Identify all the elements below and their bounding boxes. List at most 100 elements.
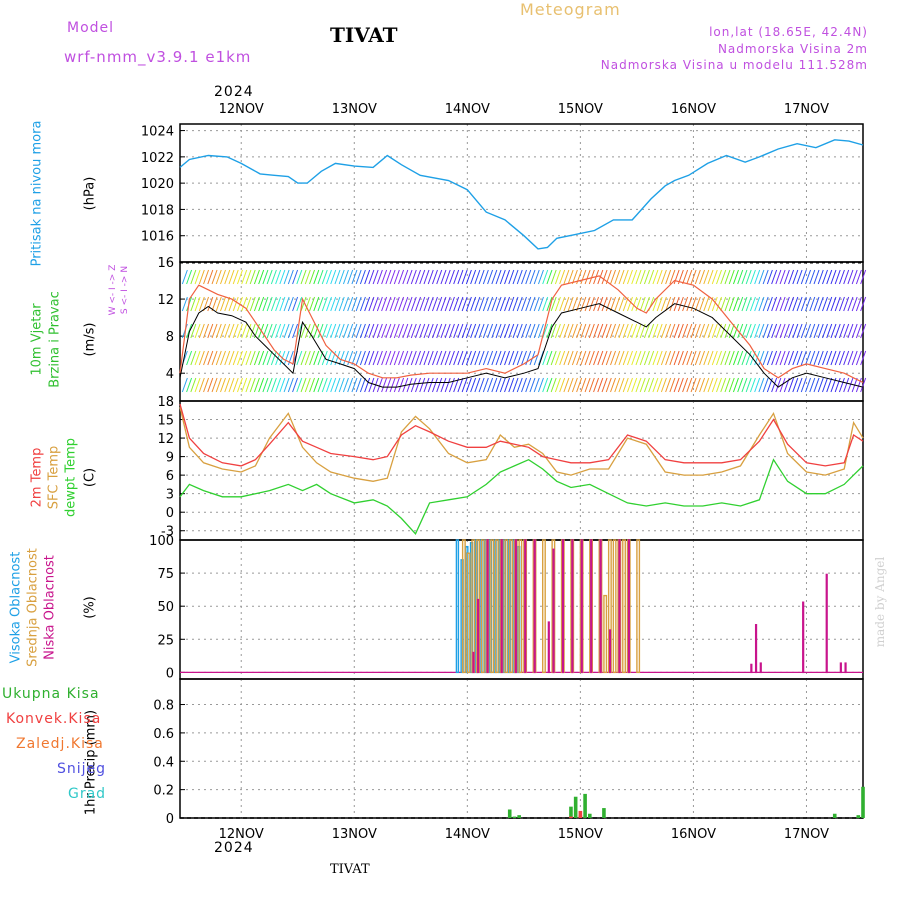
wind-barb bbox=[372, 323, 379, 339]
wind-barb bbox=[741, 377, 748, 393]
wind-barb bbox=[605, 350, 612, 366]
wind-barb bbox=[542, 350, 549, 366]
low-cloud-bar bbox=[524, 539, 527, 674]
wind-barb bbox=[652, 269, 659, 285]
wind-barb bbox=[461, 350, 468, 366]
wind-barb bbox=[491, 269, 498, 285]
wind-barb bbox=[855, 296, 862, 312]
wind-barb bbox=[537, 323, 544, 339]
wind-barb bbox=[800, 296, 807, 312]
wind-barb bbox=[682, 350, 689, 366]
wind-barb bbox=[669, 377, 676, 393]
wind-barb bbox=[478, 296, 485, 312]
wind-barb bbox=[215, 350, 222, 366]
wind-barb bbox=[788, 377, 795, 393]
wind-barb bbox=[364, 377, 371, 393]
wind-barb bbox=[389, 377, 396, 393]
wind-barb bbox=[487, 323, 494, 339]
low-cloud-bar bbox=[599, 539, 602, 674]
wind-barb bbox=[618, 323, 625, 339]
wind-barb bbox=[283, 350, 290, 366]
wind-barb bbox=[474, 350, 481, 366]
wind-barb bbox=[215, 296, 222, 312]
wind-barb bbox=[211, 323, 218, 339]
wind-barb bbox=[516, 350, 523, 366]
wind-barb bbox=[817, 269, 824, 285]
wind-barb bbox=[495, 269, 502, 285]
wind-barb bbox=[796, 377, 803, 393]
wind-barb bbox=[792, 377, 799, 393]
wind-barb bbox=[351, 377, 358, 393]
low-cloud-bar bbox=[561, 539, 565, 674]
wind-barb bbox=[304, 323, 311, 339]
wind-barb bbox=[249, 350, 256, 366]
wind-barb bbox=[224, 377, 231, 393]
wind-barb bbox=[631, 269, 638, 285]
wind-barb bbox=[703, 350, 710, 366]
wind-barb bbox=[368, 323, 375, 339]
wind-barb bbox=[843, 350, 850, 366]
wind-barb bbox=[415, 350, 421, 366]
wind-barb bbox=[690, 323, 697, 339]
wind-barb bbox=[220, 296, 226, 312]
wind-barb bbox=[597, 350, 604, 366]
wind-barb bbox=[665, 296, 672, 312]
mid-cloud-bar bbox=[518, 539, 523, 674]
wind-barb bbox=[355, 350, 362, 366]
low-cloud-bar bbox=[547, 621, 550, 674]
wind-barb bbox=[249, 377, 256, 393]
sfc-temp-line bbox=[179, 407, 864, 482]
wind-barb bbox=[521, 350, 527, 366]
wind-barb bbox=[563, 269, 570, 285]
wind-barb bbox=[593, 350, 600, 366]
wind-barb bbox=[279, 323, 286, 339]
wind-barb bbox=[843, 269, 850, 285]
wind-barb bbox=[470, 350, 477, 366]
wind-barb bbox=[682, 269, 689, 285]
wind-barb bbox=[228, 269, 235, 285]
wind-barb bbox=[495, 350, 502, 366]
wind-barb bbox=[444, 323, 451, 339]
wind-gust-line bbox=[179, 275, 864, 384]
wind-barb bbox=[241, 269, 248, 285]
wind-barb bbox=[711, 296, 718, 312]
wind-barb bbox=[822, 377, 828, 393]
wind-barb bbox=[423, 296, 430, 312]
wind-barb bbox=[283, 377, 290, 393]
low-cloud-bar bbox=[500, 539, 503, 674]
wind-barb bbox=[461, 296, 468, 312]
wind-barb bbox=[402, 269, 409, 285]
wind-barb bbox=[508, 377, 515, 393]
wind-barb bbox=[287, 377, 294, 393]
wind-barb bbox=[766, 269, 773, 285]
wind-barb bbox=[461, 377, 468, 393]
low-cloud-bar bbox=[759, 662, 762, 674]
wind-barb bbox=[648, 377, 655, 393]
wind-barb bbox=[660, 323, 667, 339]
wind-barb bbox=[694, 269, 701, 285]
wind-barb bbox=[622, 323, 629, 339]
wind-barb bbox=[788, 296, 795, 312]
wind-barb bbox=[203, 377, 210, 393]
wind-barb bbox=[198, 296, 205, 312]
pressure-tick-label: 1018 bbox=[141, 203, 174, 218]
wind-barb bbox=[699, 269, 706, 285]
wind-barb bbox=[419, 323, 426, 339]
lonlat-info: lon,lat (18.65E, 42.4N) bbox=[709, 25, 868, 39]
wind-barb bbox=[822, 323, 828, 339]
wind-tick-label: 12 bbox=[157, 293, 174, 308]
wind-barb bbox=[232, 350, 239, 366]
wind-barb bbox=[686, 296, 693, 312]
wind-barb bbox=[796, 323, 803, 339]
x-label-bottom: 14NOV bbox=[445, 827, 490, 842]
wind-barb bbox=[779, 323, 786, 339]
wind-barb bbox=[830, 296, 837, 312]
wind-barb bbox=[563, 377, 570, 393]
wind-barb bbox=[499, 323, 506, 339]
total-precip-bar bbox=[588, 813, 592, 818]
wind-barb bbox=[576, 350, 583, 366]
wind-barb bbox=[423, 350, 430, 366]
wind-barb bbox=[359, 296, 366, 312]
wind-barb bbox=[309, 269, 316, 285]
wind-barb bbox=[771, 377, 778, 393]
